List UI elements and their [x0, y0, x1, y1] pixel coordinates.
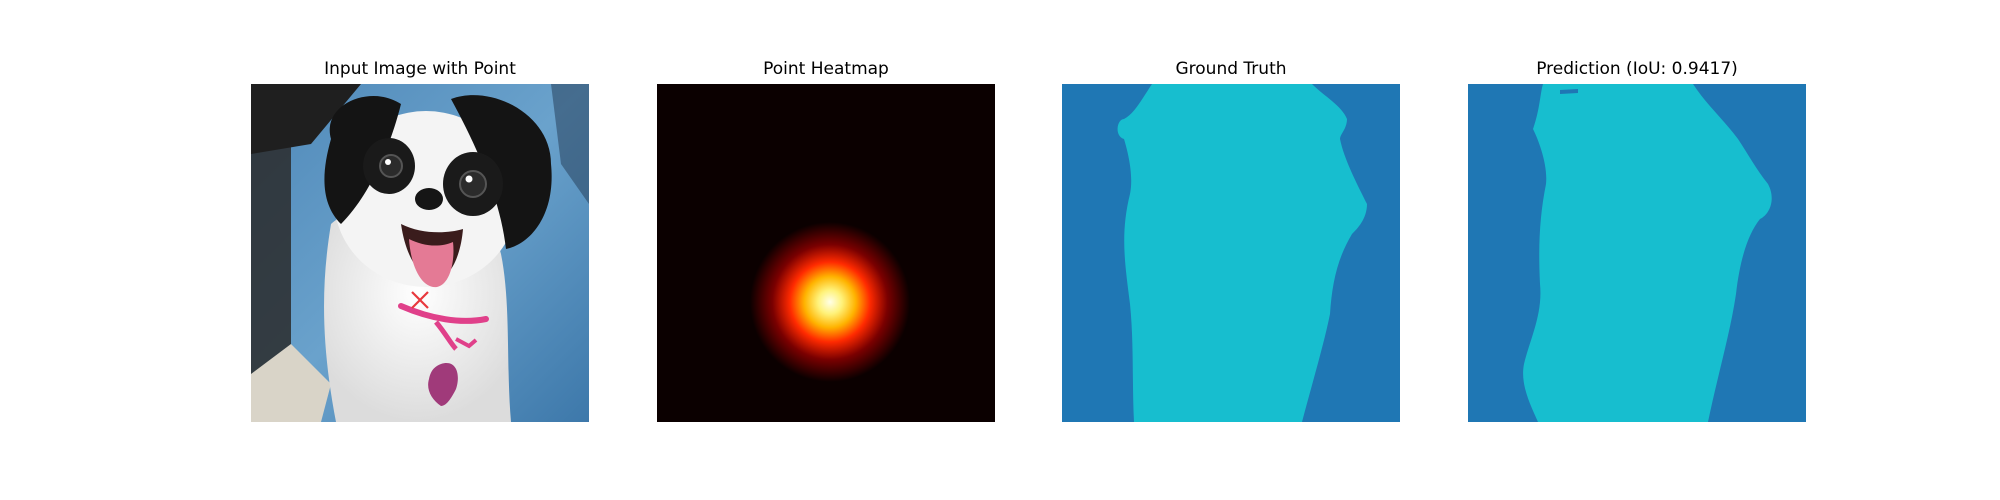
mask-foreground	[1117, 84, 1367, 422]
dog-tongue	[409, 239, 454, 288]
panel-prediction: Prediction (IoU: 0.9417)	[1468, 0, 1806, 500]
dog-nose	[415, 188, 443, 210]
dog-left-eye	[379, 154, 403, 178]
dark-top-left-corner	[251, 84, 361, 154]
dog-right-eye	[459, 170, 487, 198]
panel-title-prediction: Prediction (IoU: 0.9417)	[1536, 59, 1738, 79]
panel-title-heatmap: Point Heatmap	[763, 59, 889, 79]
prediction-mask	[1468, 84, 1806, 422]
cloth-bottom-left	[251, 344, 331, 422]
dog-heart-tag	[428, 363, 458, 406]
panel-heatmap: Point Heatmap	[657, 0, 995, 500]
panel-title-input: Input Image with Point	[324, 59, 516, 79]
heatmap-peak	[750, 222, 910, 382]
panel-input-image: Input Image with Point	[251, 0, 589, 500]
panel-title-ground-truth: Ground Truth	[1175, 59, 1287, 79]
ground-truth-mask	[1062, 84, 1400, 422]
panel-ground-truth: Ground Truth	[1062, 0, 1400, 500]
dog-collar	[398, 303, 489, 324]
dog-right-ear	[451, 95, 552, 249]
point-marker	[411, 291, 429, 309]
dog-photo-image	[251, 84, 589, 422]
heatmap-image	[657, 84, 995, 422]
prediction-foreground	[1523, 84, 1772, 422]
dog-left-ear	[324, 96, 401, 224]
